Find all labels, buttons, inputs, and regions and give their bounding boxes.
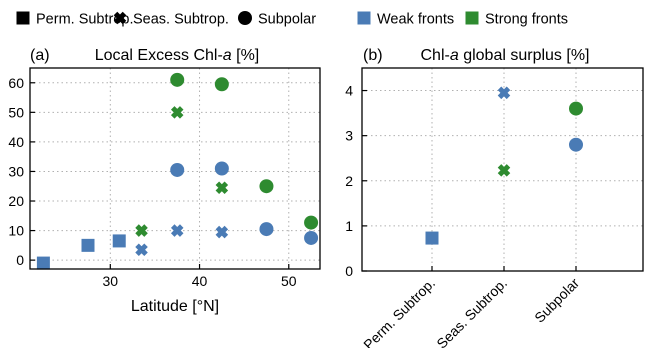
legend-item: Perm. Subtrop. — [16, 11, 134, 28]
x-tick-label: 40 — [192, 273, 208, 289]
legend-label: Strong fronts — [485, 12, 568, 28]
y-tick-label: 30 — [8, 163, 24, 179]
legend-item: Weak fronts — [357, 11, 454, 28]
panel-b-label: (b) — [363, 47, 383, 64]
data-point — [170, 72, 185, 87]
square-marker-icon — [16, 11, 30, 25]
legend-label: Weak fronts — [377, 12, 454, 28]
legend: Perm. Subtrop. Seas. Subtrop. Subpolar Weak… — [16, 11, 568, 28]
panel-a-marks — [36, 72, 319, 270]
data-point — [569, 101, 583, 116]
panel-b-ticks: 0 1 2 3 4 Perm. Subtrop.Seas. Subtrop. Subpola… — [345, 83, 582, 348]
data-point — [170, 224, 184, 237]
data-point — [259, 179, 274, 194]
square-marker-icon — [357, 11, 371, 25]
panel-b-frame — [361, 67, 644, 272]
panel-b-marks — [425, 86, 583, 245]
category-label: Perm. Subtrop. — [360, 275, 438, 348]
panel-b-title: Chl-a global surplus [%] — [421, 47, 590, 64]
data-point — [497, 86, 511, 100]
data-point — [112, 234, 126, 248]
data-point — [36, 256, 50, 270]
data-point — [425, 231, 439, 245]
data-point — [135, 224, 148, 237]
legend-label: Perm. Subtrop. — [36, 12, 134, 28]
legend-item: Subpolar — [238, 11, 316, 28]
data-point — [214, 77, 229, 92]
legend-item: Seas. Subtrop. — [113, 11, 229, 28]
category-label: Seas. Subtrop. — [433, 275, 510, 348]
x-tick-label: 30 — [103, 273, 119, 289]
data-point — [304, 230, 319, 245]
y-tick-label: 3 — [345, 128, 353, 144]
category-label: Subpolar — [531, 275, 582, 326]
panel-a-frame — [29, 67, 321, 270]
data-point — [259, 222, 274, 237]
data-point — [81, 238, 95, 252]
data-point — [170, 162, 185, 177]
panel-a: (a) Local Excess Chl-a [%] 0 10 20 30 40 50 60… — [8, 47, 321, 315]
y-tick-label: 10 — [8, 223, 24, 239]
panel-a-xlabel: Latitude [°N] — [131, 298, 219, 315]
data-point — [170, 106, 184, 119]
panel-a-label: (a) — [30, 47, 50, 64]
cross-marker-icon — [113, 11, 127, 25]
legend-item: Strong fronts — [465, 11, 568, 28]
y-tick-label: 60 — [8, 75, 24, 91]
data-point — [497, 164, 511, 177]
panel-b: (b) Chl-a global surplus [%] 0 1 2 3 4 Perm. … — [345, 47, 644, 348]
y-tick-label: 1 — [345, 218, 353, 234]
panel-a-ticks: 0 10 20 30 40 50 60 30 40 50 — [8, 75, 296, 289]
data-point — [569, 137, 583, 152]
y-tick-label: 20 — [8, 193, 24, 209]
y-tick-label: 50 — [8, 104, 24, 120]
y-tick-label: 40 — [8, 134, 24, 150]
panel-a-title: Local Excess Chl-a [%] — [95, 47, 260, 64]
y-tick-label: 0 — [16, 252, 24, 268]
y-tick-label: 0 — [345, 263, 353, 279]
y-tick-label: 2 — [345, 173, 353, 189]
y-tick-label: 4 — [345, 83, 353, 99]
data-point — [304, 215, 319, 230]
legend-label: Seas. Subtrop. — [133, 12, 229, 28]
legend-label: Subpolar — [258, 12, 316, 28]
square-marker-icon — [465, 11, 479, 25]
x-tick-label: 50 — [281, 273, 297, 289]
data-point — [215, 225, 229, 239]
data-point — [214, 161, 229, 176]
data-point — [135, 243, 148, 257]
circle-marker-icon — [238, 11, 252, 25]
data-point — [215, 181, 229, 194]
